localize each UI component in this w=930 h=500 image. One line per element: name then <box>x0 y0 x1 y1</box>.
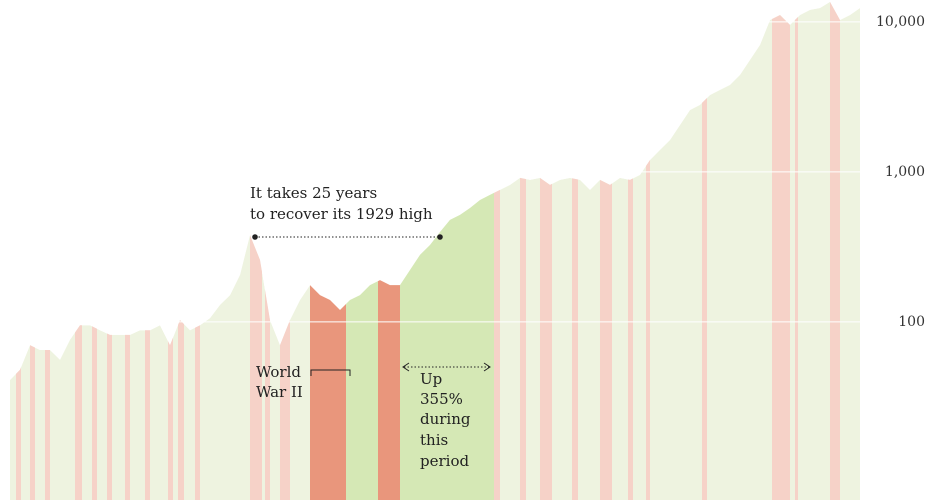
period-band <box>107 1 112 500</box>
period-band <box>75 1 82 500</box>
period-band <box>378 1 400 500</box>
period-band <box>145 1 150 500</box>
annotation: 355% <box>420 390 463 408</box>
annotation: World <box>256 363 301 381</box>
period-band <box>346 1 378 500</box>
period-band <box>195 1 200 500</box>
annotation: this <box>420 431 448 449</box>
period-band <box>310 1 346 500</box>
period-band <box>628 1 633 500</box>
period-band <box>125 1 130 500</box>
period-band <box>795 1 798 500</box>
period-band <box>178 1 184 500</box>
period-band <box>646 1 650 500</box>
annotation: to recover its 1929 high <box>250 205 433 223</box>
period-band <box>600 1 612 500</box>
annotation: period <box>420 452 469 470</box>
y-axis: 10,000 1,000 100 <box>10 14 925 330</box>
y-tick-label: 10,000 <box>876 14 925 30</box>
arrow-heads <box>402 362 491 372</box>
period-band <box>540 1 552 500</box>
period-band <box>16 1 21 500</box>
war-bracket <box>310 369 351 376</box>
period-band <box>572 1 578 500</box>
y-tick-label: 1,000 <box>885 164 925 180</box>
period-band <box>265 1 270 500</box>
period-band <box>92 1 97 500</box>
annotation: It takes 25 years <box>250 184 377 202</box>
annotation: during <box>420 410 471 428</box>
y-tick-label: 100 <box>898 314 925 330</box>
period-band <box>168 1 173 500</box>
marker <box>437 234 443 240</box>
marker <box>252 234 258 240</box>
period-band <box>45 1 50 500</box>
period-band <box>520 1 526 500</box>
period-band <box>280 1 290 500</box>
period-band <box>702 1 707 500</box>
period-band <box>250 1 262 500</box>
period-band <box>494 1 500 500</box>
annotations <box>252 234 491 376</box>
annotation: Up <box>420 370 442 388</box>
period-band <box>772 1 790 500</box>
period-band <box>30 1 35 500</box>
annotation: War II <box>256 383 303 401</box>
period-band <box>830 1 840 500</box>
